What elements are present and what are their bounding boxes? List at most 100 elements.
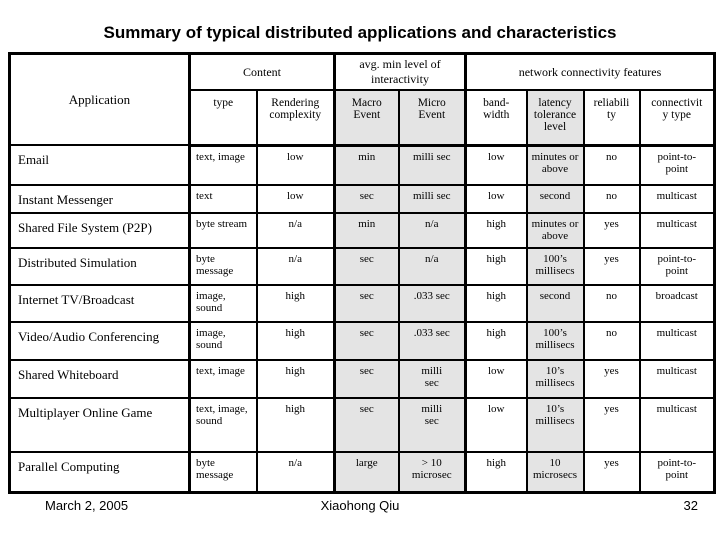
micro-event-cell: .033 sec bbox=[397, 284, 467, 323]
macro-event-cell: sec bbox=[333, 284, 400, 323]
reliability-cell: yes bbox=[582, 451, 641, 493]
reliability-cell: no bbox=[582, 284, 641, 323]
table-row-email: Email text, image low min milli sec low … bbox=[8, 144, 716, 186]
bandwidth-cell: high bbox=[464, 321, 528, 361]
rendering-complexity-cell: n/a bbox=[255, 212, 336, 249]
reliability-cell: no bbox=[582, 184, 641, 214]
application-name-cell: Parallel Computing bbox=[8, 451, 191, 493]
application-name-cell: Email bbox=[8, 144, 191, 186]
latency-tolerance-cell: 10’s millisecs bbox=[525, 359, 585, 399]
connectivity-type-cell: multicast bbox=[638, 184, 716, 214]
bandwidth-cell: low bbox=[464, 144, 528, 186]
sub-header-row: type Rendering complexity Macro Event Mi… bbox=[10, 89, 716, 147]
page-title: Summary of typical distributed applicati… bbox=[103, 23, 617, 42]
latency-tolerance-cell: 10 microsecs bbox=[525, 451, 585, 493]
footer-page-number: 32 bbox=[683, 498, 698, 513]
col-header-latency-tolerance: latency tolerance level bbox=[525, 89, 585, 147]
footer-author: Xiaohong Qiu bbox=[320, 498, 400, 513]
col-header-rendering-complexity: Rendering complexity bbox=[255, 89, 336, 147]
micro-event-cell: n/a bbox=[397, 212, 467, 249]
connectivity-type-cell: multicast bbox=[638, 321, 716, 361]
applications-table: Application Content avg. min level of in… bbox=[8, 52, 716, 494]
table-row-parallel-computing: Parallel Computing byte message n/a larg… bbox=[8, 451, 716, 493]
application-name-cell: Shared File System (P2P) bbox=[8, 212, 191, 249]
bandwidth-cell: low bbox=[464, 397, 528, 453]
rendering-complexity-cell: high bbox=[255, 284, 336, 323]
col-header-bandwidth: band- width bbox=[464, 89, 528, 147]
latency-tolerance-cell: 100’s millisecs bbox=[525, 247, 585, 286]
col-header-micro-event: Micro Event bbox=[397, 89, 467, 147]
bandwidth-cell: high bbox=[464, 451, 528, 493]
type-cell: text, image bbox=[188, 359, 258, 399]
application-name-cell: Instant Messenger bbox=[8, 184, 191, 214]
header-application: Application bbox=[8, 52, 191, 146]
micro-event-cell: milli sec bbox=[397, 144, 467, 186]
type-cell: text, image bbox=[188, 144, 258, 186]
type-cell: image, sound bbox=[188, 321, 258, 361]
latency-tolerance-cell: minutes or above bbox=[525, 212, 585, 249]
table-row-distributed-simulation: Distributed Simulation byte message n/a … bbox=[8, 247, 716, 286]
type-cell: byte message bbox=[188, 451, 258, 493]
table-row-shared-whiteboard: Shared Whiteboard text, image high sec m… bbox=[8, 359, 716, 399]
table-row-instant-messenger: Instant Messenger text low sec milli sec… bbox=[8, 184, 716, 214]
bandwidth-cell: low bbox=[464, 184, 528, 214]
reliability-cell: no bbox=[582, 144, 641, 186]
reliability-cell: yes bbox=[582, 247, 641, 286]
bandwidth-cell: high bbox=[464, 284, 528, 323]
micro-event-cell: milli sec bbox=[397, 184, 467, 214]
bandwidth-cell: low bbox=[464, 359, 528, 399]
application-name-cell: Multiplayer Online Game bbox=[8, 397, 191, 453]
table-row-shared-file-system: Shared File System (P2P) byte stream n/a… bbox=[8, 212, 716, 249]
group-header-interactivity: avg. min level of interactivity bbox=[333, 52, 467, 91]
rendering-complexity-cell: high bbox=[255, 321, 336, 361]
group-header-content: Content bbox=[188, 52, 336, 91]
macro-event-cell: sec bbox=[333, 321, 400, 361]
application-name-cell: Internet TV/Broadcast bbox=[8, 284, 191, 323]
micro-event-cell: milli sec bbox=[397, 359, 467, 399]
rendering-complexity-cell: n/a bbox=[255, 451, 336, 493]
latency-tolerance-cell: second bbox=[525, 284, 585, 323]
latency-tolerance-cell: minutes or above bbox=[525, 144, 585, 186]
connectivity-type-cell: multicast bbox=[638, 359, 716, 399]
group-header-network-features: network connectivity features bbox=[464, 52, 716, 91]
type-cell: text, image, sound bbox=[188, 397, 258, 453]
rendering-complexity-cell: low bbox=[255, 144, 336, 186]
application-name-cell: Shared Whiteboard bbox=[8, 359, 191, 399]
reliability-cell: no bbox=[582, 321, 641, 361]
connectivity-type-cell: point-to- point bbox=[638, 451, 716, 493]
col-header-type: type bbox=[188, 89, 258, 147]
macro-event-cell: min bbox=[333, 144, 400, 186]
type-cell: byte message bbox=[188, 247, 258, 286]
connectivity-type-cell: multicast bbox=[638, 212, 716, 249]
connectivity-type-cell: multicast bbox=[638, 397, 716, 453]
macro-event-cell: sec bbox=[333, 247, 400, 286]
type-cell: text bbox=[188, 184, 258, 214]
macro-event-cell: min bbox=[333, 212, 400, 249]
reliability-cell: yes bbox=[582, 359, 641, 399]
connectivity-type-cell: point-to- point bbox=[638, 247, 716, 286]
rendering-complexity-cell: low bbox=[255, 184, 336, 214]
macro-event-cell: sec bbox=[333, 184, 400, 214]
connectivity-type-cell: broadcast bbox=[638, 284, 716, 323]
macro-event-cell: sec bbox=[333, 359, 400, 399]
reliability-cell: yes bbox=[582, 212, 641, 249]
micro-event-cell: n/a bbox=[397, 247, 467, 286]
bandwidth-cell: high bbox=[464, 212, 528, 249]
connectivity-type-cell: point-to- point bbox=[638, 144, 716, 186]
latency-tolerance-cell: 100’s millisecs bbox=[525, 321, 585, 361]
footer-date: March 2, 2005 bbox=[45, 498, 129, 513]
rendering-complexity-cell: high bbox=[255, 397, 336, 453]
latency-tolerance-cell: 10’s millisecs bbox=[525, 397, 585, 453]
type-cell: image, sound bbox=[188, 284, 258, 323]
bandwidth-cell: high bbox=[464, 247, 528, 286]
micro-event-cell: .033 sec bbox=[397, 321, 467, 361]
type-cell: byte stream bbox=[188, 212, 258, 249]
table-row-video-audio-conferencing: Video/Audio Conferencing image, sound hi… bbox=[8, 321, 716, 361]
rendering-complexity-cell: n/a bbox=[255, 247, 336, 286]
col-header-connectivity-type: connectivit y type bbox=[638, 89, 716, 147]
group-header-row: Application Content avg. min level of in… bbox=[8, 52, 716, 146]
micro-event-cell: milli sec bbox=[397, 397, 467, 453]
application-name-cell: Distributed Simulation bbox=[8, 247, 191, 286]
macro-event-cell: large bbox=[333, 451, 400, 493]
col-header-macro-event: Macro Event bbox=[333, 89, 400, 147]
